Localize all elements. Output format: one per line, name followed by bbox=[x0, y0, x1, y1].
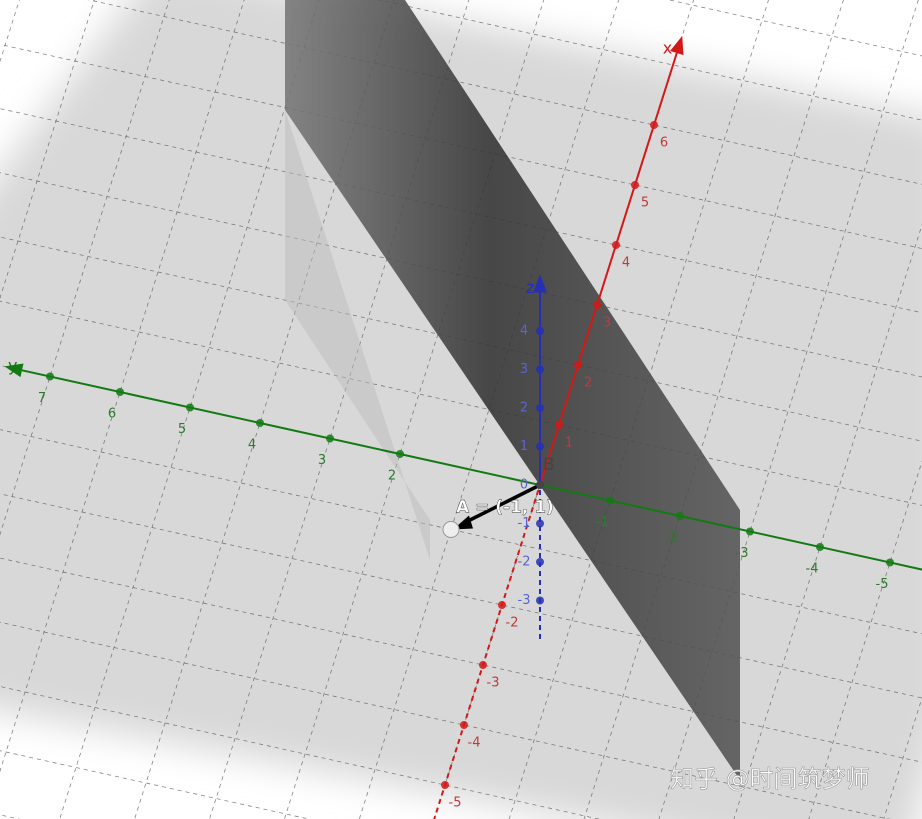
x-tick bbox=[498, 601, 506, 609]
z-tick bbox=[536, 596, 544, 605]
plane bbox=[285, 0, 740, 780]
z-axis-arrow bbox=[533, 274, 547, 293]
x-tick-label: -2 bbox=[506, 616, 519, 631]
y-tick bbox=[116, 388, 124, 396]
y-tick-label: 6 bbox=[108, 407, 116, 422]
z-tick-label: -1 bbox=[518, 516, 531, 531]
y-axis bbox=[21, 369, 541, 486]
x-axis-arrow bbox=[670, 35, 684, 56]
x-tick-label: -5 bbox=[449, 796, 462, 811]
z-tick-label: 2 bbox=[520, 401, 528, 416]
x-tick bbox=[479, 661, 487, 669]
z-tick bbox=[536, 365, 544, 374]
x-tick-label: -3 bbox=[487, 676, 500, 691]
y-tick bbox=[886, 558, 894, 567]
x-tick bbox=[593, 301, 601, 309]
y-tick bbox=[816, 543, 824, 551]
y-tick bbox=[46, 372, 54, 381]
grid-line bbox=[0, 236, 922, 442]
z-tick bbox=[536, 519, 544, 528]
x-tick bbox=[612, 241, 620, 249]
y-tick bbox=[326, 434, 334, 443]
x-tick bbox=[631, 181, 639, 189]
z-tick-label: 3 bbox=[520, 362, 528, 377]
y-tick-label: -5 bbox=[876, 577, 889, 592]
z-axis-label: z bbox=[526, 278, 534, 297]
z-tick-label: 1 bbox=[520, 439, 528, 454]
x-tick bbox=[460, 721, 468, 729]
x-tick-label: -4 bbox=[468, 736, 481, 751]
y-tick-label: 7 bbox=[38, 391, 46, 406]
z-tick bbox=[536, 327, 544, 335]
z-tick bbox=[536, 558, 544, 566]
y-axis-arrow bbox=[4, 363, 24, 378]
x-tick-label: 1 bbox=[565, 436, 573, 451]
y-tick-label: 5 bbox=[178, 422, 186, 437]
y-tick-label: -4 bbox=[806, 562, 819, 577]
x-tick-label: 5 bbox=[641, 196, 649, 211]
y-tick bbox=[746, 527, 754, 536]
x-tick-label: 6 bbox=[660, 136, 668, 151]
y-tick bbox=[186, 403, 194, 412]
z-tick bbox=[536, 404, 544, 412]
x-axis-negative bbox=[433, 484, 541, 819]
y-tick-label: -2 bbox=[666, 531, 679, 546]
x-tick bbox=[574, 361, 582, 369]
x-axis-label: x bbox=[663, 39, 672, 58]
z-tick-label: 4 bbox=[520, 324, 528, 339]
y-tick-label: -1 bbox=[596, 515, 609, 530]
point-b bbox=[536, 481, 544, 489]
x-tick bbox=[441, 781, 449, 789]
y-tick-label: 2 bbox=[388, 469, 396, 484]
x-tick bbox=[650, 121, 658, 129]
grid-line bbox=[0, 300, 922, 506]
y-tick-label: 4 bbox=[248, 438, 256, 453]
x-tick-label: 2 bbox=[584, 376, 592, 391]
point-b-label: B bbox=[543, 455, 555, 475]
y-tick bbox=[396, 450, 404, 458]
y-axis-negative bbox=[539, 484, 922, 571]
y-tick bbox=[256, 419, 264, 427]
watermark: 知乎 @时间筑梦师 bbox=[670, 765, 870, 793]
z-tick-label: -3 bbox=[518, 593, 531, 608]
y-tick bbox=[606, 496, 614, 505]
x-tick-label: 4 bbox=[622, 256, 630, 271]
axes: x -5 -4 -3 -2 1 2 3 4 5 6 y -5 -4 -3 -2 -1 2 3 4 5 6 7 z -3 -2 -1 0… bbox=[4, 35, 922, 819]
y-tick-label: -3 bbox=[736, 546, 749, 561]
plane-side bbox=[285, 110, 430, 560]
point-a-label: A = (-1, 1) bbox=[456, 498, 554, 518]
point-a bbox=[442, 521, 460, 538]
x-tick-label: 3 bbox=[603, 316, 611, 331]
x-tick bbox=[555, 421, 563, 429]
z-tick-label: 0 bbox=[520, 478, 528, 493]
z-tick bbox=[536, 442, 544, 451]
y-tick bbox=[676, 512, 684, 520]
grid-line bbox=[0, 429, 922, 635]
vector-a bbox=[464, 483, 541, 525]
y-tick-label: 3 bbox=[318, 453, 326, 468]
z-tick-label: -2 bbox=[518, 555, 531, 570]
y-axis-label: y bbox=[8, 356, 17, 375]
